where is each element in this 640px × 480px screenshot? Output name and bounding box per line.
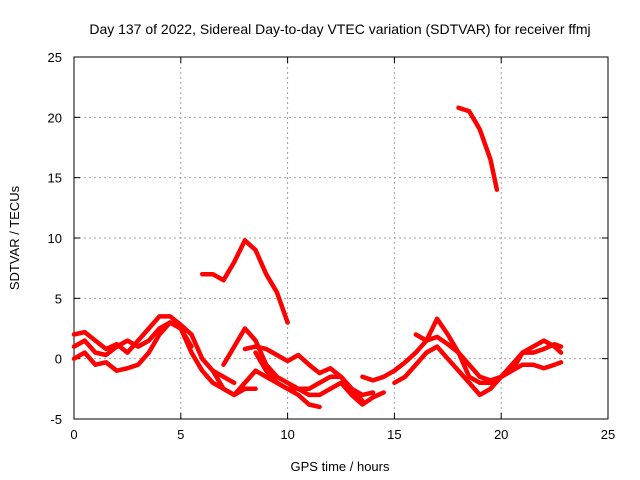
series-line-s6 bbox=[242, 344, 376, 398]
y-tick-label: 0 bbox=[55, 352, 62, 367]
series-line-s8 bbox=[199, 238, 290, 325]
y-tick-label: 20 bbox=[48, 110, 62, 125]
y-tick-label: 5 bbox=[55, 291, 62, 306]
series-line-s7 bbox=[253, 350, 322, 410]
x-tick-label: 5 bbox=[177, 427, 184, 442]
y-tick-label: 15 bbox=[48, 171, 62, 186]
series-line-s11 bbox=[392, 344, 564, 398]
series-line-s1 bbox=[71, 314, 237, 386]
axis-ticks: 0 5 10 15 20 25 -5 0 5 10 15 20 25 bbox=[48, 50, 616, 442]
x-tick-label: 10 bbox=[280, 427, 294, 442]
y-axis-label: SDTVAR / TECUs bbox=[7, 185, 22, 290]
series-line-s10 bbox=[360, 334, 564, 383]
y-tick-label: -5 bbox=[50, 412, 62, 427]
x-tick-label: 15 bbox=[387, 427, 401, 442]
y-tick-label: 10 bbox=[48, 231, 62, 246]
x-tick-label: 25 bbox=[601, 427, 615, 442]
x-axis-label: GPS time / hours bbox=[291, 459, 390, 474]
data-series bbox=[71, 105, 564, 410]
chart-title: Day 137 of 2022, Sidereal Day-to-day VTE… bbox=[89, 21, 590, 37]
y-tick-label: 25 bbox=[48, 50, 62, 65]
series-line-s12 bbox=[413, 316, 564, 386]
x-tick-label: 0 bbox=[70, 427, 77, 442]
series-line-s9 bbox=[456, 105, 500, 192]
x-tick-label: 20 bbox=[494, 427, 508, 442]
